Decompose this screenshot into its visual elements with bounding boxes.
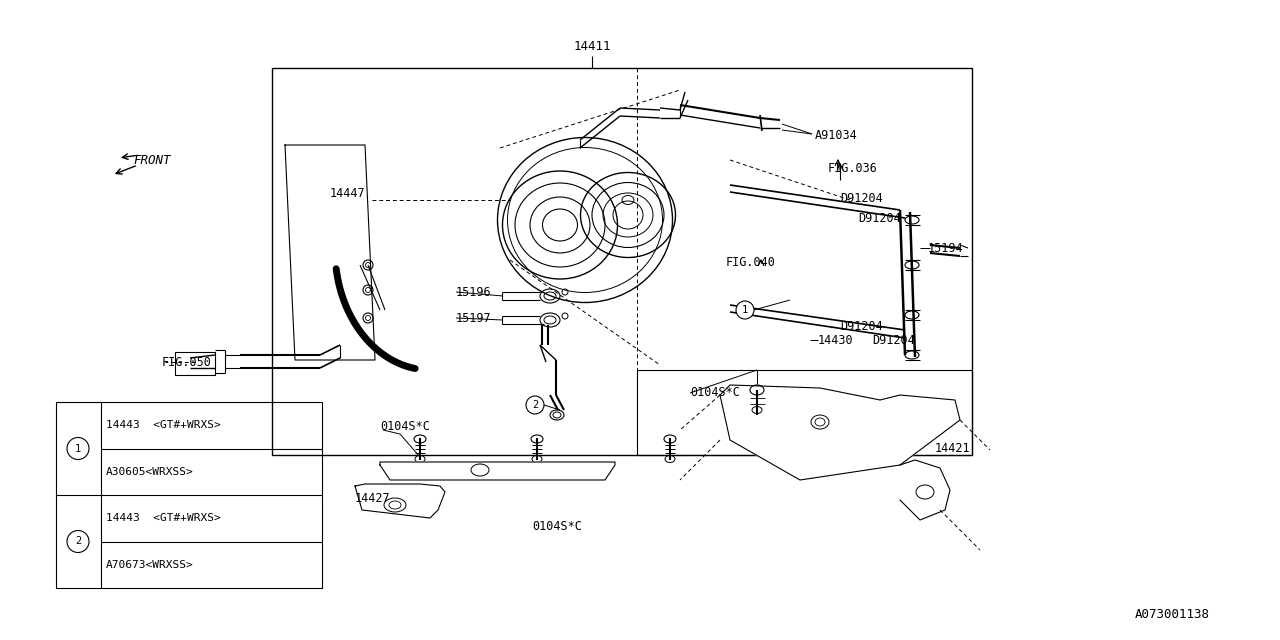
Polygon shape [285,145,375,360]
Text: 14443  <GT#+WRXS>: 14443 <GT#+WRXS> [106,420,220,430]
Text: A70673<WRXSS>: A70673<WRXSS> [106,560,193,570]
Bar [175,352,215,375]
Text: 1: 1 [742,305,748,315]
Text: FRONT: FRONT [133,154,170,166]
Text: FIG.050: FIG.050 [163,355,212,369]
Text: 14421: 14421 [934,442,970,454]
Text: 15197: 15197 [456,312,492,324]
Text: 0104S*C: 0104S*C [380,420,430,433]
Text: A91034: A91034 [815,129,858,141]
Bar [56,402,323,588]
Text: 15196: 15196 [456,285,492,298]
Circle shape [67,531,90,552]
Bar [273,68,972,455]
Circle shape [736,301,754,319]
Text: A073001138: A073001138 [1135,609,1210,621]
Text: 0104S*C: 0104S*C [532,520,582,532]
Text: FIG.040: FIG.040 [726,255,776,269]
Text: 14411: 14411 [573,40,611,52]
Bar [637,370,972,455]
Text: 2: 2 [532,400,538,410]
Polygon shape [380,462,614,480]
Polygon shape [900,460,950,520]
Text: 14443  <GT#+WRXS>: 14443 <GT#+WRXS> [106,513,220,524]
Text: 14430: 14430 [818,333,854,346]
Text: D91204: D91204 [872,333,915,346]
Text: D91204: D91204 [840,191,883,205]
Polygon shape [355,484,445,518]
Text: A30605<WRXSS>: A30605<WRXSS> [106,467,193,477]
Circle shape [526,396,544,414]
Text: 2: 2 [74,536,81,547]
Text: 1: 1 [74,444,81,454]
Circle shape [67,438,90,460]
Text: 0104S*C: 0104S*C [690,387,740,399]
Text: D91204: D91204 [858,211,901,225]
Polygon shape [721,385,960,480]
Text: 14447: 14447 [330,186,366,200]
Text: FIG.036: FIG.036 [828,161,878,175]
Text: 14427: 14427 [355,492,390,504]
Text: 15194: 15194 [928,241,964,255]
Text: D91204: D91204 [840,319,883,333]
